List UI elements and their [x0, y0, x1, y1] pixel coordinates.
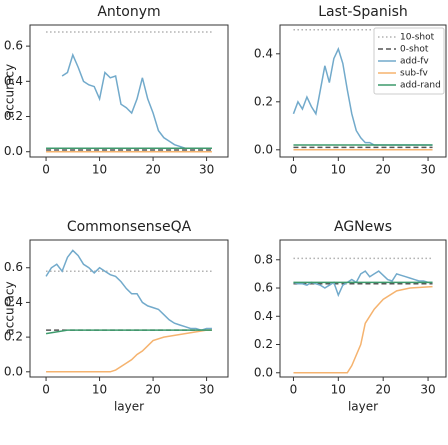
x-tick-label: 30 — [199, 163, 214, 177]
y-tick-label: 0.4 — [254, 309, 273, 323]
x-tick-label: 0 — [42, 383, 50, 397]
x-tick-label: 0 — [290, 383, 298, 397]
y-tick-label: 0.2 — [254, 337, 273, 351]
x-tick-label: 20 — [145, 163, 160, 177]
y-tick-label: 0.6 — [4, 260, 23, 274]
plot-frame — [279, 24, 447, 158]
panel-title: AGNews — [334, 219, 392, 235]
y-tick-label: 0.4 — [254, 46, 273, 60]
x-tick-label: 0 — [42, 163, 50, 177]
y-tick-label: 0.0 — [254, 365, 273, 379]
x-tick-label: 10 — [92, 163, 107, 177]
x-tick-label: 20 — [145, 383, 160, 397]
y-tick-label: 0.4 — [4, 295, 23, 309]
series-line — [293, 285, 433, 374]
y-tick-label: 0.2 — [4, 330, 23, 344]
x-axis-label: layer — [114, 400, 144, 414]
legend-label: 10-shot — [400, 33, 435, 43]
plot-area — [46, 31, 212, 153]
x-tick-label: 30 — [420, 383, 435, 397]
legend-box — [373, 27, 445, 95]
plot-frame — [29, 24, 229, 158]
plot-frame — [279, 239, 447, 378]
legend-label: add-rand — [400, 81, 441, 91]
x-tick-label: 30 — [199, 383, 214, 397]
x-tick-label: 10 — [331, 163, 346, 177]
y-tick-label: 0.0 — [254, 142, 273, 156]
x-tick-label: 0 — [290, 163, 298, 177]
y-tick-label: 0.2 — [4, 109, 23, 123]
y-tick-label: 0.6 — [4, 39, 23, 53]
y-tick-label: 0.4 — [4, 74, 23, 88]
plot-area — [292, 29, 433, 151]
x-tick-label: 10 — [92, 383, 107, 397]
series-line — [45, 249, 212, 331]
y-axis-label: accuracy — [3, 281, 17, 335]
y-tick-label: 0.2 — [254, 94, 273, 108]
legend-label: sub-fv — [400, 69, 429, 79]
y-tick-label: 0.0 — [4, 364, 23, 378]
series-line — [61, 52, 212, 149]
panel-title: Antonym — [97, 4, 160, 20]
legend-label: add-fv — [400, 57, 429, 67]
x-tick-label: 20 — [376, 383, 391, 397]
x-tick-label: 20 — [376, 163, 391, 177]
y-axis-label: accuracy — [3, 64, 17, 118]
x-tick-label: 10 — [331, 383, 346, 397]
series-line — [46, 329, 212, 373]
y-tick-label: 0.0 — [4, 144, 23, 158]
panel-title: CommonsenseQA — [67, 219, 192, 235]
y-tick-label: 0.6 — [254, 281, 273, 295]
series-line — [293, 270, 433, 298]
plot-frame — [29, 239, 229, 378]
x-axis-label: layer — [348, 400, 378, 414]
x-tick-label: 30 — [420, 163, 435, 177]
plot-area — [293, 257, 433, 374]
plot-area — [45, 249, 212, 373]
y-tick-label: 0.8 — [254, 252, 273, 266]
legend-label: 0-shot — [400, 45, 429, 55]
panel-title: Last-Spanish — [318, 4, 408, 20]
series-line — [45, 329, 212, 335]
